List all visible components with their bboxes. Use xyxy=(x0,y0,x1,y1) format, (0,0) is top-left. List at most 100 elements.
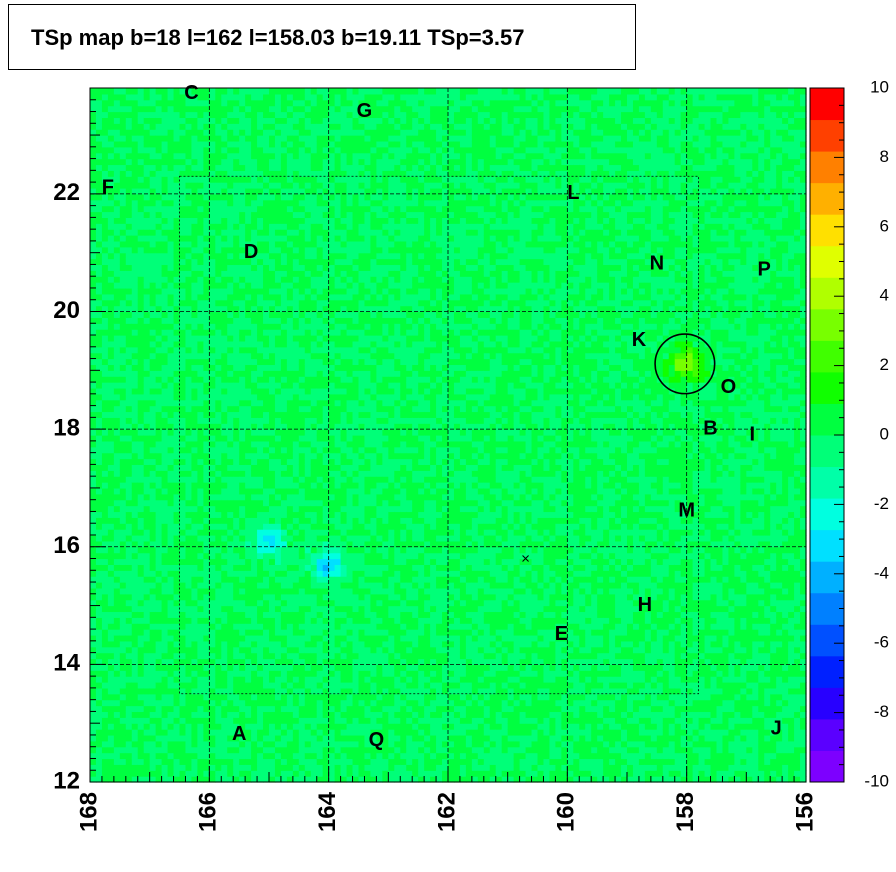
heatmap-cell xyxy=(90,217,97,224)
heatmap-cell xyxy=(251,582,258,589)
heatmap-cell xyxy=(322,582,330,589)
heatmap-cell xyxy=(131,393,139,401)
heatmap-cell xyxy=(227,305,234,313)
heatmap-cell xyxy=(119,705,127,713)
heatmap-cell xyxy=(322,540,330,548)
heatmap-cell xyxy=(203,711,210,718)
heatmap-cell xyxy=(215,287,222,295)
heatmap-cell xyxy=(263,693,270,701)
heatmap-cell xyxy=(131,329,139,336)
heatmap-cell xyxy=(191,717,198,724)
heatmap-cell xyxy=(143,570,151,577)
heatmap-cell xyxy=(90,340,97,348)
heatmap-cell xyxy=(143,629,151,636)
heatmap-cell xyxy=(125,711,133,718)
heatmap-cell xyxy=(131,523,139,530)
heatmap-cell xyxy=(107,682,115,689)
heatmap-cell xyxy=(328,517,336,524)
heatmap-cell xyxy=(257,358,264,366)
heatmap-cell xyxy=(328,429,336,436)
heatmap-cell xyxy=(215,587,222,595)
heatmap-cell xyxy=(257,99,264,107)
heatmap-cell xyxy=(125,640,133,648)
heatmap-cell xyxy=(173,693,181,701)
heatmap-cell xyxy=(185,387,193,395)
heatmap-cell xyxy=(185,393,193,401)
heatmap-cell xyxy=(155,699,163,707)
heatmap-cell xyxy=(209,88,216,95)
heatmap-cell xyxy=(143,299,151,307)
heatmap-cell xyxy=(131,287,139,295)
heatmap-cell xyxy=(131,382,139,389)
heatmap-cell xyxy=(173,740,181,748)
heatmap-cell xyxy=(245,211,252,218)
heatmap-cell xyxy=(316,452,324,460)
heatmap-cell xyxy=(203,335,210,342)
heatmap-cell xyxy=(239,199,246,207)
heatmap-cell xyxy=(131,411,139,418)
heatmap-cell xyxy=(328,293,336,301)
heatmap-cell xyxy=(304,429,312,436)
heatmap-cell xyxy=(173,187,181,195)
heatmap-cell xyxy=(125,652,133,660)
heatmap-cell xyxy=(203,146,210,154)
heatmap-cell xyxy=(95,364,103,371)
heatmap-cell xyxy=(269,658,276,665)
heatmap-cell xyxy=(257,464,264,471)
heatmap-cell xyxy=(251,276,258,283)
heatmap-cell xyxy=(179,187,187,195)
heatmap-cell xyxy=(239,523,246,530)
heatmap-cell xyxy=(119,270,127,277)
heatmap-cell xyxy=(203,111,210,119)
heatmap-cell xyxy=(185,340,193,348)
heatmap-cell xyxy=(113,734,121,742)
heatmap-cell xyxy=(137,523,145,530)
heatmap-cell xyxy=(203,299,210,307)
heatmap-cell xyxy=(203,376,210,383)
heatmap-cell xyxy=(239,582,246,589)
heatmap-cell xyxy=(316,776,324,783)
heatmap-cell xyxy=(251,764,258,771)
heatmap-cell xyxy=(233,270,240,277)
heatmap-cell xyxy=(149,499,157,507)
heatmap-cell xyxy=(233,552,240,560)
heatmap-cell xyxy=(113,117,121,124)
heatmap-cell xyxy=(137,558,145,565)
heatmap-cell xyxy=(310,382,318,389)
heatmap-cell xyxy=(280,499,288,507)
heatmap-cell xyxy=(286,558,294,565)
heatmap-cell xyxy=(274,199,282,207)
heatmap-cell xyxy=(221,258,228,266)
heatmap-cell xyxy=(191,135,198,142)
heatmap-cell xyxy=(251,311,258,318)
heatmap-cell xyxy=(179,734,187,742)
heatmap-cell xyxy=(101,182,109,189)
heatmap-cell xyxy=(95,240,103,248)
heatmap-cell xyxy=(340,734,348,742)
heatmap-cell xyxy=(221,305,228,313)
heatmap-cell xyxy=(185,711,193,718)
heatmap-cell xyxy=(334,470,342,477)
heatmap-cell xyxy=(328,305,336,313)
heatmap-cell xyxy=(245,646,252,654)
heatmap-cell xyxy=(90,729,97,736)
heatmap-cell xyxy=(101,252,109,260)
heatmap-cell xyxy=(280,135,288,142)
heatmap-cell xyxy=(90,276,97,283)
heatmap-cell xyxy=(227,429,234,436)
heatmap-cell xyxy=(90,446,97,454)
heatmap-cell xyxy=(203,370,210,377)
heatmap-cell xyxy=(269,605,276,613)
heatmap-cell xyxy=(149,117,157,124)
heatmap-cell xyxy=(280,570,288,577)
heatmap-cell xyxy=(286,246,294,254)
heatmap-cell xyxy=(149,693,157,701)
heatmap-cell xyxy=(113,393,121,401)
heatmap-cell xyxy=(292,452,300,460)
heatmap-cell xyxy=(286,370,294,377)
heatmap-cell xyxy=(221,346,228,354)
heatmap-cell xyxy=(131,493,139,501)
heatmap-cell xyxy=(227,511,234,518)
heatmap-cell xyxy=(185,182,193,189)
heatmap-cell xyxy=(161,417,169,424)
